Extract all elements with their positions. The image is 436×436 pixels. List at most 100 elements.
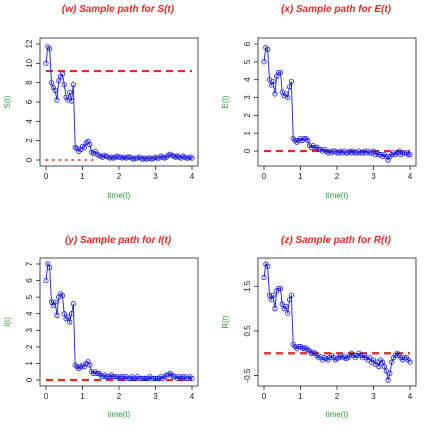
- y-tick-label: 3: [25, 328, 34, 333]
- data-point: [405, 152, 411, 158]
- x-tick-label: 4: [408, 392, 413, 401]
- data-point: [52, 87, 58, 94]
- plot-frame: [39, 37, 199, 167]
- data-point: [151, 375, 157, 381]
- data-point: [59, 71, 66, 77]
- x-tick-label: 4: [190, 392, 195, 401]
- x-tick-label: 4: [190, 172, 195, 181]
- y-tick-label: 6: [25, 99, 34, 104]
- data-point: [68, 98, 75, 104]
- y-tick-label: 5: [25, 294, 34, 299]
- data-point: [48, 80, 55, 86]
- data-point: [288, 78, 294, 85]
- x-tick-label: 2: [335, 392, 340, 401]
- data-point: [270, 292, 276, 298]
- y-axis-label: R(t): [221, 315, 230, 329]
- data-point: [183, 155, 190, 161]
- data-point: [383, 368, 389, 374]
- data-point: [189, 375, 195, 381]
- plot-frame: [39, 257, 199, 387]
- y-axis-label: I(t): [3, 317, 12, 327]
- y-axis-label: E(t): [221, 95, 230, 108]
- panel-title: (y) Sample path for I(t): [65, 235, 172, 246]
- data-point: [279, 301, 285, 307]
- data-point: [285, 94, 291, 101]
- data-point: [270, 78, 276, 85]
- x-axis-label: time(t): [108, 410, 131, 419]
- plot-frame: [257, 257, 417, 387]
- x-tick-label: 0: [44, 392, 49, 401]
- data-point: [381, 364, 388, 370]
- data-point: [407, 359, 413, 365]
- data-point: [47, 264, 53, 270]
- data-point: [277, 285, 284, 292]
- data-point: [52, 299, 58, 305]
- data-point: [136, 375, 142, 381]
- y-tick-label: 0: [25, 157, 34, 162]
- data-point: [43, 277, 49, 284]
- data-point: [266, 292, 273, 298]
- data-point: [275, 69, 282, 76]
- panel-y: (y) Sample path for I(t) 0 1 2 3 4 0 1 2 3 4 5 6 7 tim…: [3, 235, 199, 419]
- y-tick-label: 8: [25, 80, 34, 85]
- x-axis-label: time(t): [326, 410, 349, 419]
- data-point: [272, 91, 278, 97]
- plot-frame: [257, 37, 417, 167]
- data-point: [140, 375, 146, 381]
- panel-x: (x) Sample path for E(t) 0 1 2 3 4 0 1 2 3 4 5 6 time…: [221, 4, 417, 200]
- data-point: [70, 301, 76, 307]
- data-point: [385, 377, 391, 383]
- data-point: [370, 357, 377, 363]
- x-axis-label: time(t): [108, 191, 131, 200]
- data-point: [149, 375, 155, 381]
- y-tick-label: 1: [25, 361, 34, 366]
- panel-title: (w) Sample path for S(t): [62, 4, 175, 15]
- data-point: [145, 155, 151, 161]
- panel-w: (w) Sample path for S(t)0 1 2 3 4024681012ti…: [3, 4, 199, 200]
- y-tick-label: 4: [25, 119, 34, 124]
- data-point: [387, 370, 393, 376]
- x-tick-label: 4: [408, 172, 413, 181]
- data-point: [272, 306, 278, 312]
- x-tick-label: 1: [80, 172, 85, 181]
- data-point: [54, 312, 60, 318]
- data-point: [67, 319, 73, 325]
- data-point: [261, 274, 267, 280]
- y-axis-label: S(t): [3, 95, 12, 108]
- data-point: [141, 375, 148, 381]
- x-tick-label: 0: [44, 172, 49, 181]
- sample-path-line: [263, 46, 410, 161]
- data-point: [65, 314, 71, 320]
- y-tick-label: 1: [243, 130, 252, 135]
- data-point: [265, 263, 271, 269]
- data-point: [380, 359, 386, 365]
- y-tick-label: 1.5: [243, 280, 252, 292]
- y-tick-label: 5: [243, 59, 252, 64]
- data-point: [286, 297, 293, 303]
- data-point: [70, 82, 76, 88]
- data-point: [305, 137, 311, 143]
- x-tick-label: 1: [80, 392, 85, 401]
- data-point: [401, 355, 408, 361]
- x-tick-label: 2: [117, 392, 122, 401]
- data-point: [277, 69, 284, 76]
- data-point: [87, 141, 93, 148]
- panel-title: (x) Sample path for E(t): [281, 4, 392, 15]
- sample-path-line: [45, 45, 193, 160]
- panel-title: (z) Sample path for R(t): [281, 235, 392, 246]
- data-point: [265, 46, 271, 52]
- data-point: [285, 310, 291, 316]
- y-tick-label: 0: [243, 148, 252, 153]
- data-point: [374, 359, 380, 365]
- data-point: [152, 375, 159, 381]
- x-axis-label: time(t): [326, 191, 349, 200]
- data-point: [110, 374, 117, 380]
- data-point: [47, 46, 53, 52]
- data-point: [283, 303, 289, 309]
- x-tick-label: 2: [335, 172, 340, 181]
- data-point: [87, 362, 93, 368]
- data-point: [43, 60, 49, 66]
- y-tick-label: 7: [25, 261, 34, 266]
- data-point: [68, 311, 75, 317]
